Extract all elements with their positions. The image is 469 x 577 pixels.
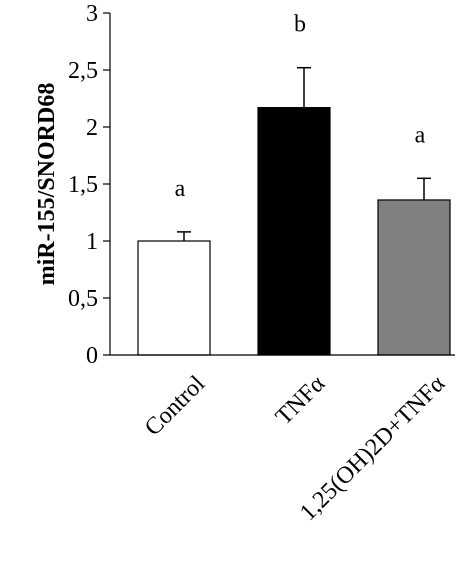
bar [257,107,331,356]
y-axis-label: miR-155/SNORD68 [34,83,60,286]
significance-label: a [415,122,426,148]
y-tick-label: 1,5 [68,172,98,198]
y-tick-label: 2 [86,115,98,141]
y-tick-label: 0 [86,343,98,369]
bar [137,240,211,356]
y-tick-label: 0,5 [68,286,98,312]
y-tick-label: 2,5 [68,58,98,84]
y-tick-label: 1 [86,229,98,255]
error-bars-group [177,66,431,241]
significance-labels-group: a b a [175,12,426,202]
x-category-label: TNFα [271,371,331,431]
significance-label: a [175,176,186,202]
bar [377,199,451,356]
y-tick-label: 3 [86,1,98,27]
y-axis-ticks: 0 0,5 1 1,5 2 2,5 3 [68,1,110,369]
significance-label: b [294,12,306,38]
x-category-label: Control [140,371,210,441]
